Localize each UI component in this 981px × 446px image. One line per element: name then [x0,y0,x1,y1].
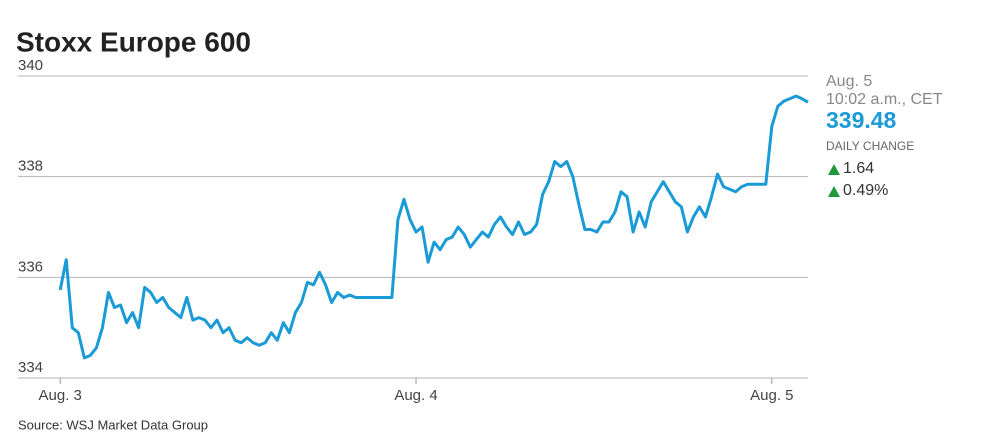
up-arrow [828,164,840,175]
panel-change-label: DAILY CHANGE [826,139,914,153]
source: Source: WSJ Market Data Group [18,417,208,432]
y-tick-label: 338 [18,158,43,175]
up-arrow [828,186,840,197]
panel-last: 339.48 [826,107,897,133]
y-tick-label: 336 [18,258,43,275]
x-tick-label: Aug. 3 [39,387,82,404]
side-panel: Aug. 5 10:02 a.m., CET 339.48 DAILY CHAN… [826,73,943,199]
x-tick-label: Aug. 5 [750,387,793,404]
chart-title: Stoxx Europe 600 [16,26,251,57]
y-tick-label: 340 [18,57,43,74]
y-tick-label: 334 [18,359,43,376]
panel-date: Aug. 5 [826,73,872,90]
x-tick-label: Aug. 4 [394,387,437,404]
price-line [58,94,809,360]
panel-time: 10:02 a.m., CET [826,91,943,108]
panel-change: 1.64 [843,160,874,177]
panel-change-pct: 0.49% [843,182,888,199]
